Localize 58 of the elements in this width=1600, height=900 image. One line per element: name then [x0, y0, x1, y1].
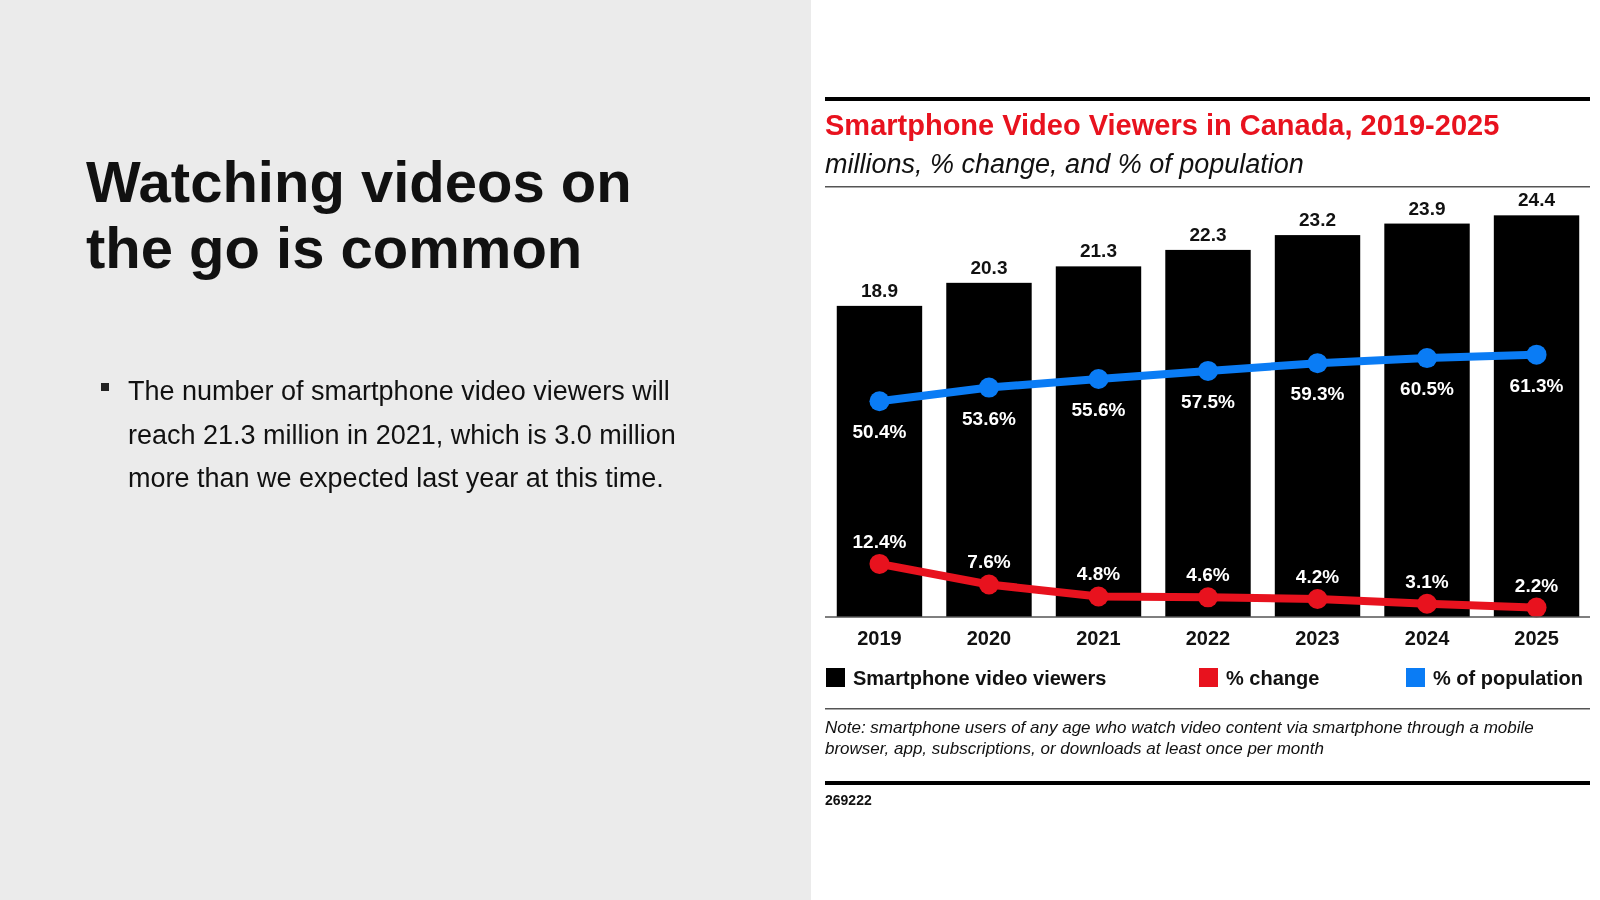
point — [1307, 589, 1328, 610]
data-label: 50.4% — [852, 421, 907, 443]
point — [1198, 360, 1218, 381]
bar — [1384, 223, 1470, 617]
bar — [946, 282, 1032, 617]
data-label: 21.3 — [1080, 240, 1117, 262]
text: Note: smartphone users of any age who watch video content via smartphone through a mobile browser, app, subscriptions, or downloads at least once per month — [825, 718, 1534, 758]
data-label: 55.6% — [1071, 399, 1126, 421]
data-label: 61.3% — [1509, 374, 1564, 396]
bar — [836, 305, 923, 617]
x-tick-label: 2019 — [857, 627, 902, 649]
point — [1417, 593, 1438, 614]
text: 269222 — [825, 792, 872, 808]
data-label: 23.9 — [1408, 197, 1446, 219]
data-label: 23.2 — [1299, 209, 1336, 231]
data-label: 53.6% — [962, 407, 1017, 429]
data-label: 57.5% — [1181, 390, 1236, 412]
point — [978, 377, 999, 398]
point — [1417, 348, 1438, 369]
data-label: 12.4% — [852, 530, 907, 552]
data-label: 3.1% — [1405, 570, 1449, 592]
data-label: 59.3% — [1290, 383, 1345, 405]
bar — [1165, 249, 1251, 617]
point — [978, 574, 999, 595]
legend-label: % of population — [1433, 667, 1583, 689]
x-tick-label: 2021 — [1076, 627, 1121, 649]
data-label: 20.3 — [970, 256, 1008, 278]
data-label: 7.6% — [967, 551, 1011, 573]
bar — [1274, 235, 1361, 617]
data-label: 60.5% — [1400, 378, 1455, 400]
x-tick-label: 2023 — [1295, 627, 1340, 649]
legend-label: Smartphone video viewers — [853, 667, 1107, 689]
point — [869, 553, 890, 574]
chart-subtitle: millions, % change, and % of population — [825, 149, 1304, 179]
point — [1526, 344, 1547, 365]
data-label: 22.3 — [1189, 223, 1227, 245]
x-tick-label: 2022 — [1185, 627, 1231, 649]
point — [1088, 586, 1109, 607]
data-label: 24.4 — [1518, 189, 1556, 211]
text: The number of smartphone video viewers will reach 21.3 million in 2021, which is 3.0 million more than we expected last year at this time. — [128, 376, 676, 493]
data-label: 4.2% — [1295, 566, 1340, 588]
point — [869, 391, 890, 412]
point — [1198, 587, 1218, 608]
data-label: 18.9 — [860, 279, 898, 301]
data-label: 2.2% — [1514, 574, 1559, 596]
data-label: 4.6% — [1186, 564, 1230, 586]
x-tick-label: 2025 — [1514, 627, 1559, 649]
point — [1088, 369, 1109, 390]
bar — [1055, 266, 1142, 617]
point — [1526, 597, 1547, 618]
legend-label: % change — [1226, 667, 1320, 689]
x-tick-label: 2024 — [1404, 627, 1451, 649]
chart-title: Smartphone Video Viewers in Canada, 2019-2025 — [825, 109, 1500, 141]
point — [1307, 353, 1328, 374]
bar — [1493, 215, 1580, 617]
data-label: 4.8% — [1076, 563, 1121, 585]
text: Watching videos on the go is common — [86, 149, 632, 280]
x-tick-label: 2020 — [966, 627, 1012, 649]
